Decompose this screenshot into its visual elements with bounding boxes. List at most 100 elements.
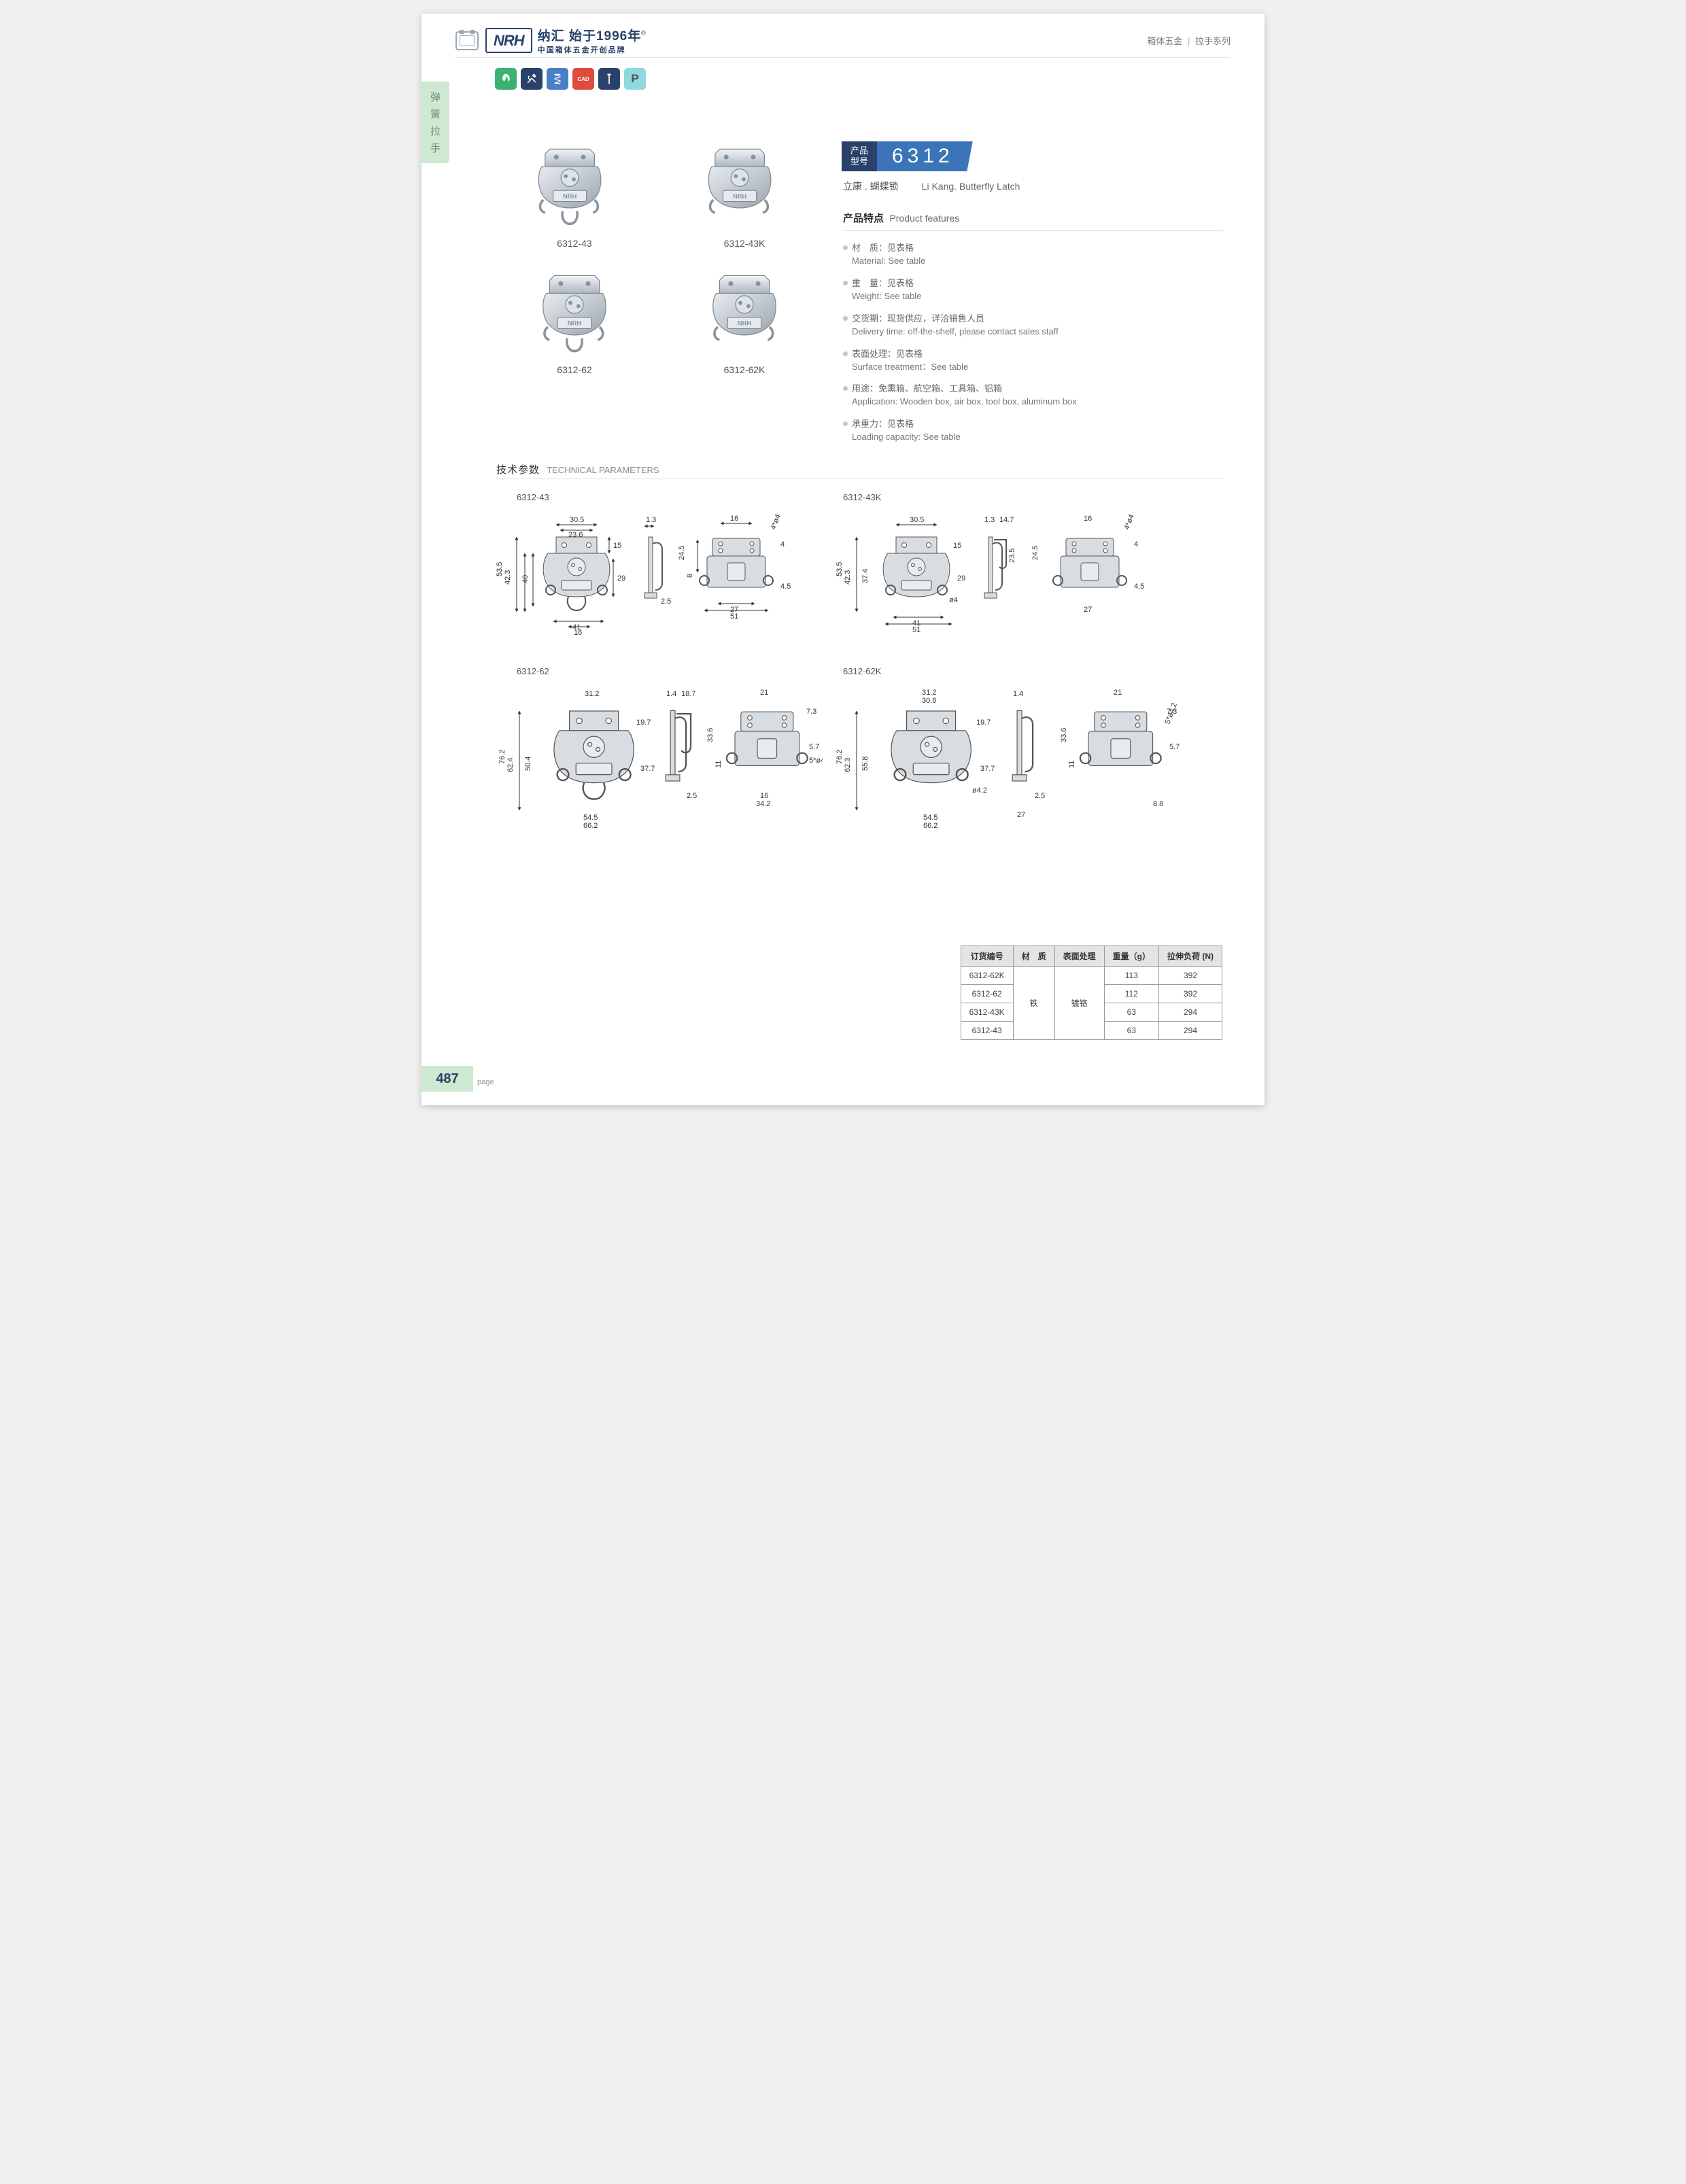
svg-text:1.4: 1.4 (1013, 690, 1023, 698)
svg-text:30.6: 30.6 (922, 697, 936, 705)
svg-text:4*ø4: 4*ø4 (770, 513, 782, 531)
tools-icon (521, 68, 543, 90)
table-cell: 63 (1104, 1003, 1158, 1022)
header-rule (455, 57, 1231, 58)
svg-text:62.3: 62.3 (844, 758, 852, 772)
table-row: 6312-62K 铁 镀铬 113 392 (961, 967, 1222, 985)
brand-line2: 中国箱体五金开创品牌 (538, 44, 647, 55)
drawing-label: 6312-43K (843, 492, 881, 502)
svg-text:4: 4 (1134, 540, 1138, 549)
table-cell: 6312-43 (961, 1022, 1013, 1040)
tech-title: 技术参数 TECHNICAL PARAMETERS (496, 462, 659, 476)
svg-text:42.3: 42.3 (844, 570, 852, 585)
svg-text:7.3: 7.3 (1167, 708, 1177, 716)
svg-text:4.5: 4.5 (780, 583, 791, 591)
table-header: 拉伸负荷 (N) (1159, 946, 1222, 967)
model-badge-label: 产品 型号 (842, 141, 877, 171)
spring-icon (547, 68, 568, 90)
table-cell: 294 (1159, 1003, 1222, 1022)
table-cell: 镀铬 (1054, 967, 1104, 1040)
svg-text:30.5: 30.5 (570, 516, 584, 524)
svg-text:54.5: 54.5 (923, 814, 937, 822)
svg-text:33.6: 33.6 (1060, 728, 1068, 742)
svg-text:5.7: 5.7 (1169, 743, 1180, 751)
table-cell: 392 (1159, 967, 1222, 985)
eco-icon (495, 68, 517, 90)
svg-text:4*ø4: 4*ø4 (1123, 513, 1136, 531)
page-label: page (477, 1078, 494, 1086)
cad-icon: CAD (572, 68, 594, 90)
model-sub-cn: 立康 . 蝴蝶锁 (843, 179, 899, 193)
svg-text:14.7: 14.7 (999, 516, 1014, 524)
svg-text:2.5: 2.5 (687, 792, 697, 800)
table-cell: 294 (1159, 1022, 1222, 1040)
table-header: 材 质 (1013, 946, 1054, 967)
brand-line1: 纳汇 始于1996年 (538, 29, 642, 44)
product-label: 6312-43 (496, 238, 653, 249)
svg-text:27: 27 (1017, 811, 1025, 819)
product-image (687, 143, 802, 231)
drawing-label: 6312-62 (517, 666, 549, 676)
feature-item: 承重力：见表格 Loading capacity: See table (843, 417, 1224, 444)
table-cell: 392 (1159, 985, 1222, 1003)
screw-icon (598, 68, 620, 90)
side-tab-char: 簧 (430, 107, 441, 121)
category-main: 箱体五金 (1147, 36, 1182, 46)
svg-text:76.2: 76.2 (498, 750, 506, 764)
product-label: 6312-62 (496, 364, 653, 375)
svg-text:ø4: ø4 (949, 596, 958, 604)
svg-text:24.5: 24.5 (1031, 546, 1039, 560)
svg-text:42.3: 42.3 (504, 570, 512, 585)
svg-text:ø4.2: ø4.2 (972, 786, 987, 795)
header: NRH 纳汇 始于1996年® 中国箱体五金开创品牌 箱体五金 | 拉手系列 (455, 26, 1231, 55)
svg-text:37.7: 37.7 (640, 765, 655, 773)
svg-text:37.7: 37.7 (980, 765, 995, 773)
svg-text:11: 11 (715, 761, 723, 768)
product-image (517, 269, 632, 358)
svg-text:16: 16 (574, 629, 582, 637)
feature-item: 交货期：现货供应，详洽销售人员 Delivery time: off-the-s… (843, 311, 1224, 339)
model-sub-en: Li Kang. Butterfly Latch (922, 181, 1020, 192)
svg-text:1.3: 1.3 (984, 516, 995, 524)
svg-text:30.5: 30.5 (910, 516, 924, 524)
table-cell: 铁 (1013, 967, 1054, 1040)
svg-text:16: 16 (730, 515, 738, 523)
feature-item: 用途：免熏箱、航空箱、工具箱、铝箱 Application: Wooden bo… (843, 381, 1224, 409)
svg-text:66.2: 66.2 (923, 822, 937, 830)
model-subtitle: 立康 . 蝴蝶锁 Li Kang. Butterfly Latch (843, 179, 1020, 193)
table-cell: 6312-62 (961, 985, 1013, 1003)
table-header: 表面处理 (1054, 946, 1104, 967)
page-number: 487 (436, 1071, 458, 1087)
svg-text:24.5: 24.5 (678, 546, 686, 560)
svg-text:29: 29 (617, 574, 625, 583)
product-grid: NRH 6312-43 6312-43K (496, 143, 823, 375)
svg-text:1.4: 1.4 (666, 690, 676, 698)
product-cell: 6312-62 (496, 269, 653, 375)
category-sub: 拉手系列 (1195, 36, 1231, 46)
svg-text:21: 21 (760, 689, 768, 697)
features: 产品特点 Product features 材 质：见表格 Material: … (843, 211, 1224, 452)
svg-text:7.3: 7.3 (806, 708, 816, 716)
header-category: 箱体五金 | 拉手系列 (1147, 34, 1231, 47)
svg-text:15: 15 (613, 542, 621, 550)
svg-text:50.4: 50.4 (524, 757, 532, 771)
svg-text:5*ø4.2: 5*ø4.2 (809, 757, 823, 765)
drawing-6312-62: 31.2 76.2 62.4 50.4 19.7 37.7 54.5 66.2 … (496, 684, 823, 847)
svg-text:54.5: 54.5 (583, 814, 598, 822)
svg-text:8.8: 8.8 (1153, 800, 1163, 808)
buckle-icon (455, 31, 479, 50)
svg-text:5.7: 5.7 (809, 743, 819, 751)
svg-text:4.5: 4.5 (1134, 583, 1144, 591)
side-tab: 弹 簧 拉 手 (422, 82, 449, 163)
svg-text:16: 16 (760, 792, 768, 800)
svg-text:19.7: 19.7 (636, 718, 651, 727)
svg-text:51: 51 (912, 626, 921, 634)
page-number-box: 487 (422, 1066, 473, 1092)
nrh-logo: NRH (485, 28, 532, 53)
svg-text:62.4: 62.4 (506, 758, 515, 772)
p-icon: P (624, 68, 646, 90)
svg-text:51: 51 (730, 612, 738, 621)
svg-text:29: 29 (957, 574, 965, 583)
svg-text:2.5: 2.5 (1035, 792, 1045, 800)
table-cell: 112 (1104, 985, 1158, 1003)
